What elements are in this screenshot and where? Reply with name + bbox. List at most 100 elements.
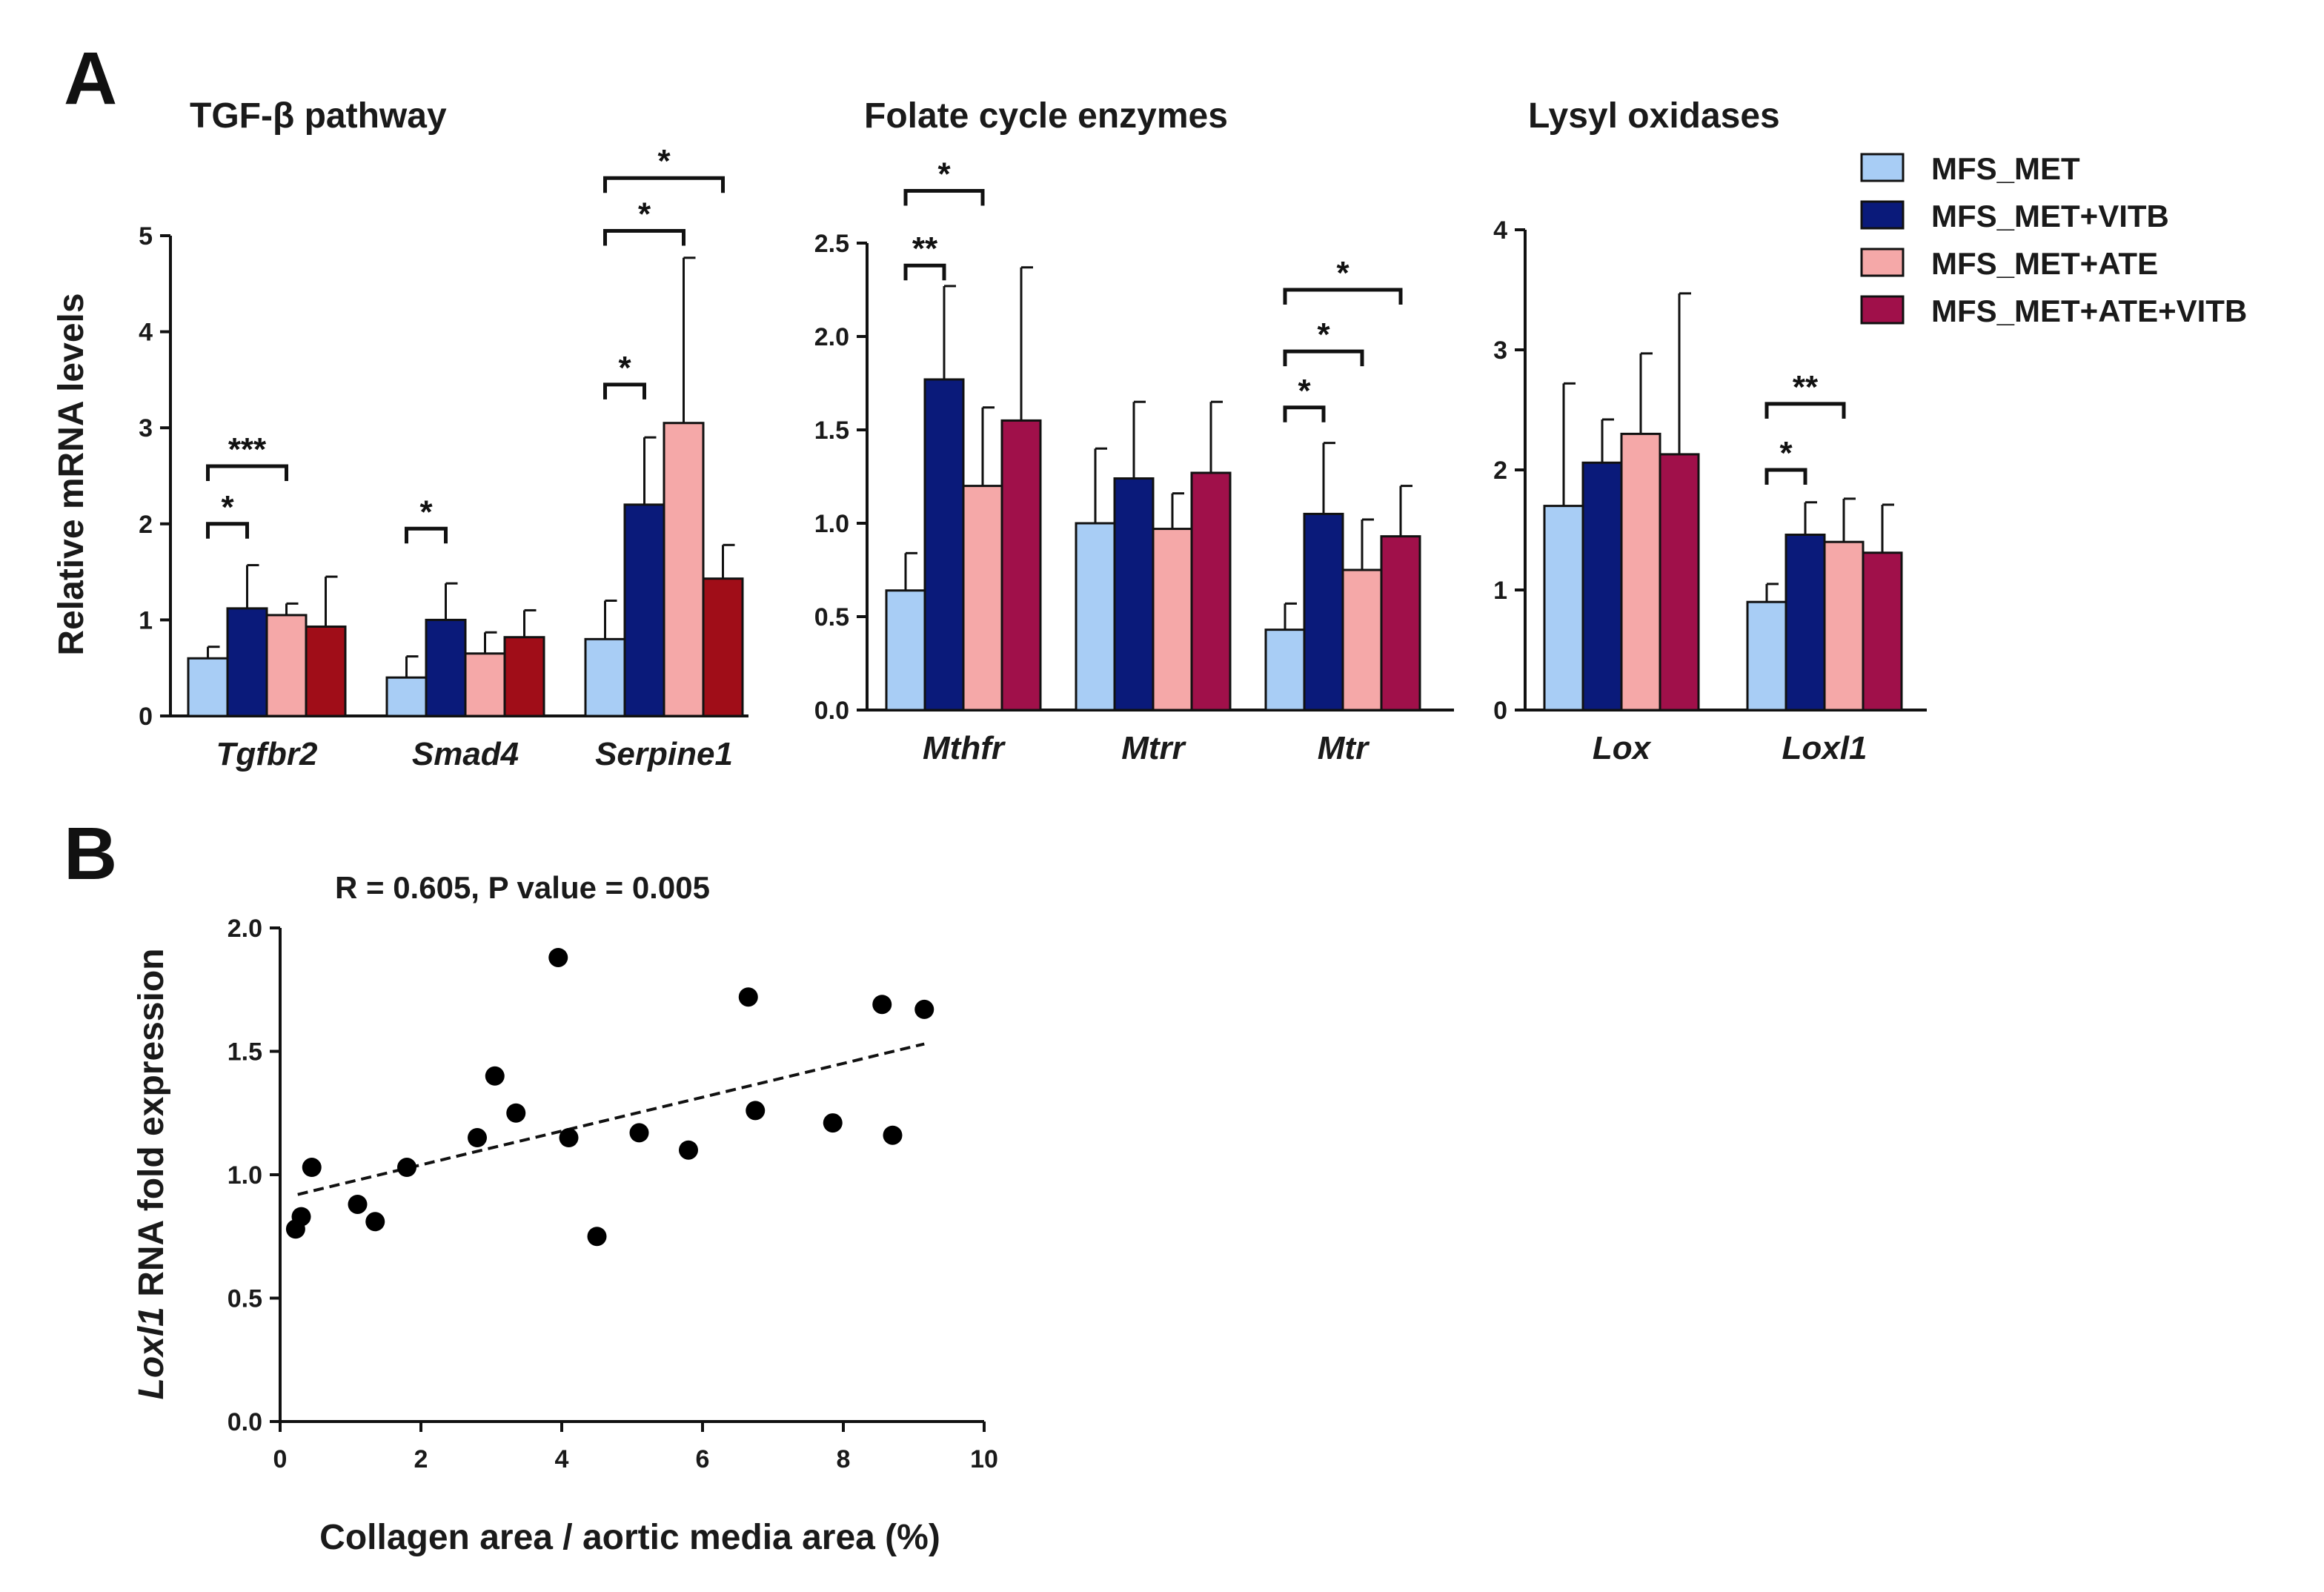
significance-label: * — [618, 350, 631, 386]
scatter-point — [872, 995, 892, 1015]
significance-bracket — [903, 263, 946, 281]
y-tick-label: 0.5 — [228, 1285, 262, 1313]
y-tick-label: 0 — [139, 703, 153, 731]
y-tick-label: 0.0 — [814, 697, 849, 725]
y-tick-label: 0 — [1493, 697, 1507, 725]
panel-a-ylabel: Relative mRNA levels — [52, 293, 91, 655]
scatter-point — [914, 999, 934, 1019]
scatter-point — [397, 1158, 416, 1178]
significance-bracket — [603, 176, 725, 193]
bar — [464, 652, 506, 717]
x-tick-label: 4 — [555, 1445, 569, 1473]
bar — [385, 676, 428, 717]
x-tick-label: 6 — [696, 1445, 710, 1473]
bar — [1823, 540, 1865, 712]
correlation-stat: R = 0.605, P value = 0.005 — [335, 870, 710, 905]
significance-bracket — [405, 526, 448, 544]
bar — [885, 589, 926, 712]
y-tick-label: 2 — [139, 511, 153, 539]
significance-label: *** — [228, 431, 267, 468]
y-tick-label: 2.0 — [228, 915, 262, 943]
legend-swatch-1 — [1860, 200, 1905, 230]
chart-title-folate: Folate cycle enzymes — [864, 96, 1228, 136]
scatter-point — [291, 1207, 311, 1227]
bar — [1380, 535, 1421, 712]
y-tick-label: 3 — [1493, 336, 1507, 365]
y-tick-label: 2.0 — [814, 323, 849, 351]
y-tick-label: 1.0 — [814, 510, 849, 538]
significance-label: ** — [912, 230, 938, 267]
x-tick-label: 0 — [273, 1445, 288, 1473]
x-tick-label: 2 — [414, 1445, 428, 1473]
bar — [962, 485, 1003, 712]
significance-bracket — [603, 382, 646, 399]
legend-label-0: MFS_MET — [1931, 151, 2080, 186]
significance-label: * — [419, 494, 433, 530]
significance-label: * — [1336, 255, 1349, 291]
y-tick-label: 4 — [139, 319, 153, 347]
category-label: Tgfbr2 — [216, 736, 318, 772]
bar — [663, 422, 705, 717]
bar — [305, 625, 347, 717]
scatter-point — [883, 1125, 903, 1145]
significance-bracket — [1283, 405, 1326, 422]
y-tick-label: 4 — [1493, 216, 1507, 245]
y-tick-label: 1 — [139, 606, 153, 634]
y-tick-label: 5 — [139, 222, 153, 251]
legend-label-1: MFS_MET+VITB — [1931, 199, 2169, 233]
scatter-point — [587, 1227, 607, 1247]
legend-swatch-0 — [1860, 153, 1905, 182]
significance-label: * — [937, 156, 951, 192]
panel-b-xlabel: Collagen area / aortic media area (%) — [319, 1518, 940, 1557]
category-label: Mtr — [1318, 730, 1370, 766]
bar — [1190, 471, 1232, 712]
panel-b-ylabel: Loxl1 RNA fold expression — [132, 948, 171, 1399]
scatter-point — [738, 987, 758, 1007]
y-tick-label: 1.5 — [814, 417, 849, 445]
significance-bracket — [1283, 349, 1364, 367]
significance-bracket — [1764, 402, 1846, 419]
y-tick-label: 0.5 — [814, 603, 849, 631]
scatter-point — [468, 1128, 487, 1148]
category-label: Mthfr — [923, 730, 1006, 766]
bar — [425, 618, 467, 717]
panel-b-ylabel-rest: RNA fold expression — [132, 948, 171, 1307]
scatter-point — [485, 1066, 505, 1086]
bar — [1543, 505, 1584, 712]
y-tick-label: 1 — [1493, 577, 1507, 605]
panel-b-letter: B — [64, 812, 117, 895]
category-label: Serpine1 — [595, 736, 733, 772]
panel-b-ylabel-gene: Loxl1 — [132, 1307, 171, 1399]
category-label: Lox — [1593, 730, 1652, 766]
chart-title-tgf: TGF-β pathway — [190, 96, 447, 136]
legend: MFS_MET MFS_MET+VITB MFS_MET+ATE MFS_MET… — [1860, 151, 2247, 328]
scatter-point — [679, 1140, 698, 1160]
scatter-point — [823, 1113, 843, 1133]
scatter-point — [302, 1158, 322, 1178]
significance-bracket — [903, 188, 985, 206]
significance-bracket — [603, 229, 685, 246]
y-tick-label: 2 — [1493, 457, 1507, 485]
scatter-point — [548, 947, 568, 967]
bar — [1264, 628, 1306, 712]
scatter-point — [348, 1194, 368, 1214]
legend-swatch-3 — [1860, 295, 1905, 325]
bar — [265, 614, 308, 717]
y-tick-label: 2.5 — [814, 230, 849, 258]
bar — [1862, 551, 1903, 712]
legend-swatch-2 — [1860, 248, 1905, 277]
category-label: Mtrr — [1121, 730, 1186, 766]
bar — [1784, 533, 1826, 712]
bar — [1075, 522, 1116, 712]
bar — [187, 657, 229, 717]
bar — [1303, 512, 1344, 712]
bar — [226, 607, 268, 717]
significance-label: * — [1779, 435, 1793, 471]
bar — [702, 577, 744, 717]
scatter-point — [506, 1103, 526, 1123]
bar — [1152, 528, 1193, 712]
bar — [584, 637, 626, 717]
y-tick-label: 0.0 — [228, 1408, 262, 1436]
